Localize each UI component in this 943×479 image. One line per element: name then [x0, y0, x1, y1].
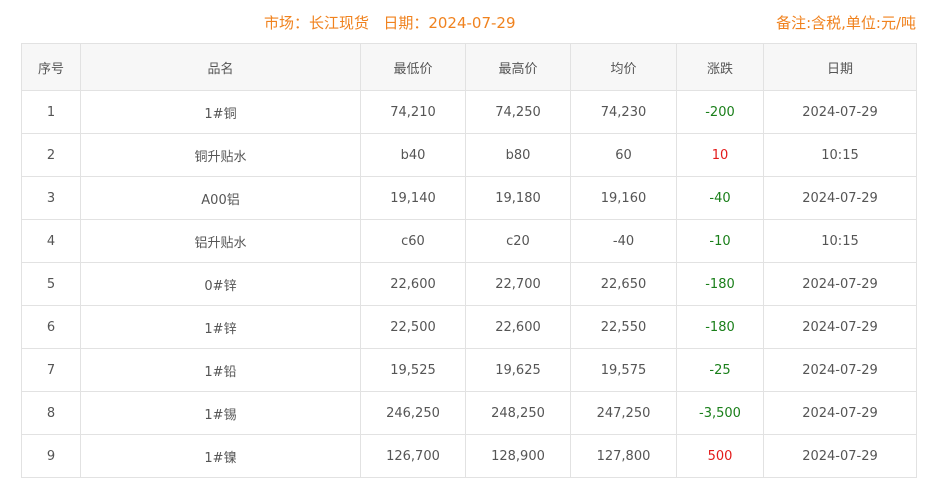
cell-avg: 22,650 [570, 262, 677, 306]
col-header-avg: 均价 [570, 43, 677, 91]
cell-change: -180 [676, 262, 764, 306]
cell-date: 2024-07-29 [763, 305, 917, 349]
cell-high: c20 [465, 219, 571, 263]
col-header-name: 品名 [80, 43, 361, 91]
cell-name: 1#铅 [80, 348, 361, 392]
cell-avg: -40 [570, 219, 677, 263]
cell-high: 128,900 [465, 434, 571, 478]
cell-name: 1#镍 [80, 434, 361, 478]
cell-low: 19,525 [360, 348, 466, 392]
cell-low: 22,500 [360, 305, 466, 349]
cell-avg: 19,160 [570, 176, 677, 220]
cell-low: 19,140 [360, 176, 466, 220]
table-row: 9 1#镍 126,700 128,900 127,800 500 2024-07-29 [21, 434, 917, 478]
cell-avg: 74,230 [570, 90, 677, 134]
cell-avg: 19,575 [570, 348, 677, 392]
unit-note: 备注:含税,单位:元/吨 [776, 14, 916, 32]
table-row: 3 A00铝 19,140 19,180 19,160 -40 2024-07-29 [21, 176, 917, 220]
cell-low: 246,250 [360, 391, 466, 435]
cell-no: 5 [21, 262, 81, 306]
cell-no: 6 [21, 305, 81, 349]
cell-high: 19,625 [465, 348, 571, 392]
cell-date: 2024-07-29 [763, 90, 917, 134]
cell-avg: 22,550 [570, 305, 677, 349]
cell-no: 4 [21, 219, 81, 263]
cell-low: 22,600 [360, 262, 466, 306]
cell-avg: 247,250 [570, 391, 677, 435]
cell-name: 1#锌 [80, 305, 361, 349]
table-row: 6 1#锌 22,500 22,600 22,550 -180 2024-07-29 [21, 305, 917, 349]
cell-change: 500 [676, 434, 764, 478]
cell-no: 3 [21, 176, 81, 220]
cell-no: 2 [21, 133, 81, 177]
cell-name: A00铝 [80, 176, 361, 220]
cell-change: -40 [676, 176, 764, 220]
cell-name: 铝升贴水 [80, 219, 361, 263]
col-header-date: 日期 [763, 43, 917, 91]
col-header-change: 涨跌 [676, 43, 764, 91]
table-row: 5 0#锌 22,600 22,700 22,650 -180 2024-07-29 [21, 262, 917, 306]
cell-low: c60 [360, 219, 466, 263]
price-table: 序号 品名 最低价 最高价 均价 涨跌 日期 1 1#铜 74,210 74,250 7… [21, 43, 917, 478]
cell-high: 22,600 [465, 305, 571, 349]
table-header-row: 序号 品名 最低价 最高价 均价 涨跌 日期 [21, 43, 917, 91]
cell-high: 19,180 [465, 176, 571, 220]
cell-low: 126,700 [360, 434, 466, 478]
market-label: 市场：长江现货 [264, 14, 370, 32]
cell-change: -180 [676, 305, 764, 349]
col-header-high: 最高价 [465, 43, 571, 91]
cell-high: 248,250 [465, 391, 571, 435]
table-row: 2 铜升贴水 b40 b80 60 10 10:15 [21, 133, 917, 177]
cell-name: 1#铜 [80, 90, 361, 134]
cell-high: b80 [465, 133, 571, 177]
cell-no: 1 [21, 90, 81, 134]
cell-change: -3,500 [676, 391, 764, 435]
market-date-title: 市场：长江现货 日期：2024-07-29 [264, 12, 516, 33]
date-label: 日期：2024-07-29 [383, 14, 516, 32]
table-row: 8 1#锡 246,250 248,250 247,250 -3,500 2024-07-2… [21, 391, 917, 435]
cell-no: 8 [21, 391, 81, 435]
cell-change: -10 [676, 219, 764, 263]
col-header-no: 序号 [21, 43, 81, 91]
cell-name: 1#锡 [80, 391, 361, 435]
cell-low: b40 [360, 133, 466, 177]
cell-high: 74,250 [465, 90, 571, 134]
cell-change: -200 [676, 90, 764, 134]
cell-no: 7 [21, 348, 81, 392]
page-header: 市场：长江现货 日期：2024-07-29 备注:含税,单位:元/吨 [0, 12, 943, 34]
cell-change: -25 [676, 348, 764, 392]
table-row: 1 1#铜 74,210 74,250 74,230 -200 2024-07-29 [21, 90, 917, 134]
cell-no: 9 [21, 434, 81, 478]
cell-avg: 60 [570, 133, 677, 177]
cell-date: 2024-07-29 [763, 262, 917, 306]
cell-date: 2024-07-29 [763, 434, 917, 478]
cell-name: 铜升贴水 [80, 133, 361, 177]
cell-date: 2024-07-29 [763, 348, 917, 392]
cell-date: 2024-07-29 [763, 176, 917, 220]
cell-date: 10:15 [763, 133, 917, 177]
cell-avg: 127,800 [570, 434, 677, 478]
cell-name: 0#锌 [80, 262, 361, 306]
cell-date: 2024-07-29 [763, 391, 917, 435]
cell-change: 10 [676, 133, 764, 177]
cell-high: 22,700 [465, 262, 571, 306]
cell-low: 74,210 [360, 90, 466, 134]
table-row: 4 铝升贴水 c60 c20 -40 -10 10:15 [21, 219, 917, 263]
col-header-low: 最低价 [360, 43, 466, 91]
cell-date: 10:15 [763, 219, 917, 263]
table-row: 7 1#铅 19,525 19,625 19,575 -25 2024-07-29 [21, 348, 917, 392]
